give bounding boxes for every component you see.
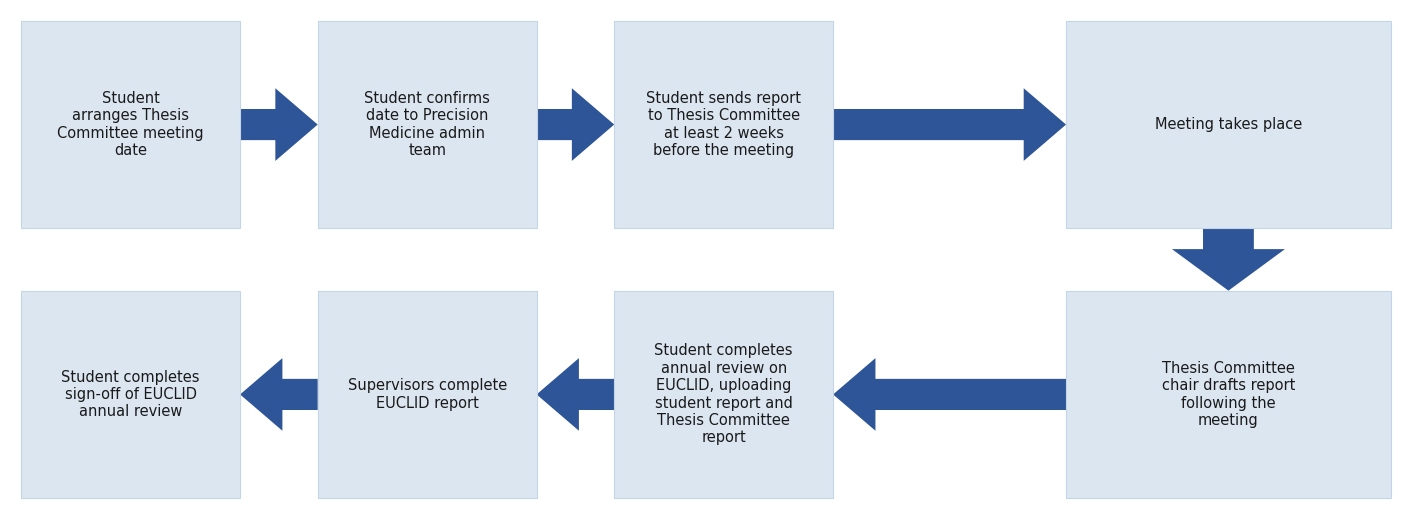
Text: Thesis Committee
chair drafts report
following the
meeting: Thesis Committee chair drafts report fol… — [1162, 361, 1295, 428]
Text: Student confirms
date to Precision
Medicine admin
team: Student confirms date to Precision Medic… — [364, 91, 490, 158]
FancyBboxPatch shape — [21, 291, 240, 498]
Polygon shape — [240, 88, 318, 161]
Text: Student completes
annual review on
EUCLID, uploading
student report and
Thesis C: Student completes annual review on EUCLI… — [654, 344, 794, 445]
Text: Supervisors complete
EUCLID report: Supervisors complete EUCLID report — [347, 378, 507, 411]
Polygon shape — [833, 88, 1066, 161]
Text: Student completes
sign-off of EUCLID
annual review: Student completes sign-off of EUCLID ann… — [61, 370, 201, 419]
Text: Meeting takes place: Meeting takes place — [1155, 117, 1302, 132]
Polygon shape — [833, 358, 1066, 431]
FancyBboxPatch shape — [318, 21, 537, 228]
Polygon shape — [537, 358, 614, 431]
Polygon shape — [1172, 228, 1285, 291]
FancyBboxPatch shape — [1066, 21, 1391, 228]
FancyBboxPatch shape — [21, 21, 240, 228]
FancyBboxPatch shape — [318, 291, 537, 498]
Polygon shape — [537, 88, 614, 161]
FancyBboxPatch shape — [614, 21, 833, 228]
FancyBboxPatch shape — [614, 291, 833, 498]
Text: Student sends report
to Thesis Committee
at least 2 weeks
before the meeting: Student sends report to Thesis Committee… — [647, 91, 801, 158]
FancyBboxPatch shape — [1066, 291, 1391, 498]
Text: Student
arranges Thesis
Committee meeting
date: Student arranges Thesis Committee meetin… — [58, 91, 203, 158]
Polygon shape — [240, 358, 318, 431]
